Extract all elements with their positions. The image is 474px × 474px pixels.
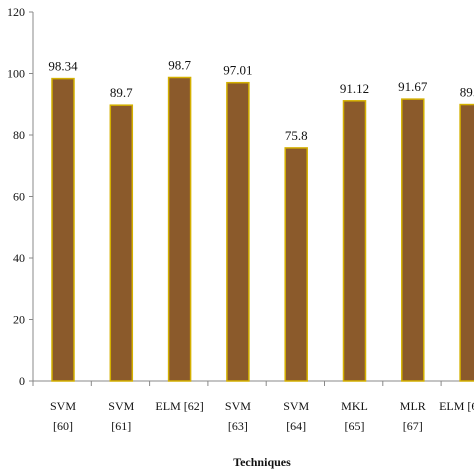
bar — [51, 77, 75, 382]
y-tick-label: 120 — [7, 5, 25, 19]
y-tick-label: 0 — [19, 374, 25, 388]
x-category-label: [67] — [403, 419, 423, 433]
y-tick-label: 60 — [13, 190, 25, 204]
data-label: 75.8 — [285, 128, 308, 143]
x-category-label: ELM [6 — [439, 399, 474, 413]
x-category-label: [64] — [286, 419, 306, 433]
bars — [51, 76, 474, 382]
data-label: 98.34 — [48, 59, 78, 74]
data-label: 91.12 — [340, 81, 369, 96]
x-category-label: MKL — [341, 399, 368, 413]
x-category-label: SVM — [108, 399, 134, 413]
data-label: 89.7 — [110, 85, 133, 100]
bar — [109, 104, 134, 382]
x-category-label: SVM — [225, 399, 251, 413]
x-category-label: SVM — [50, 399, 76, 413]
y-tick-label: 80 — [13, 128, 25, 142]
bar — [226, 81, 250, 382]
y-tick-label: 100 — [7, 67, 25, 81]
x-category-label: MLR — [400, 399, 426, 413]
data-label: 98.7 — [168, 57, 191, 72]
bar — [342, 100, 367, 382]
y-tick-label: 40 — [13, 251, 25, 265]
data-label: 89.9 — [460, 85, 474, 100]
data-labels: 98.34 89.7 98.7 97.01 75.8 91.12 91.67 89.9 — [48, 57, 474, 142]
bar — [401, 98, 425, 382]
x-category-label: [63] — [228, 419, 248, 433]
bar — [284, 147, 308, 382]
data-label: 91.67 — [398, 79, 428, 94]
x-category-label: SVM — [283, 399, 309, 413]
bar — [459, 103, 474, 382]
x-category-label: [65] — [345, 419, 365, 433]
x-axis-title: Techniques — [233, 455, 291, 469]
x-category-label: [60] — [53, 419, 73, 433]
x-axis-categories: SVM [60] SVM [61] ELM [62] SVM [63] SVM [64] MKL [… — [50, 399, 474, 433]
bar — [167, 76, 192, 382]
x-category-label: ELM [62] — [155, 399, 203, 413]
x-category-label: [61] — [111, 419, 131, 433]
y-tick-label: 20 — [13, 313, 25, 327]
y-axis-ticks: 0 20 40 60 80 100 120 — [7, 5, 33, 388]
data-label: 97.01 — [223, 63, 252, 78]
